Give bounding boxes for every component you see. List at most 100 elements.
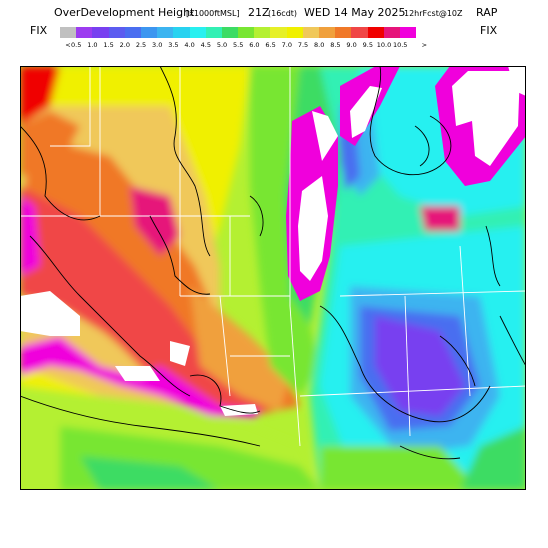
color-swatch-13 (270, 27, 287, 38)
scale-label-7: 3.5 (168, 41, 179, 49)
field-violet-east (375, 316, 465, 416)
scale-label-16: 8.0 (314, 41, 325, 49)
state-line-10 (339, 290, 526, 297)
field-high-nw (20, 66, 60, 126)
map-border (20, 66, 526, 490)
scale-label-5: 2.5 (135, 41, 147, 49)
chart-title: OverDevelopment Height [x1000ftMSL] 21Z … (0, 6, 548, 22)
scale-label-22: > (421, 41, 428, 49)
field-midgreen-se (460, 426, 526, 490)
contour-3 (149, 215, 211, 295)
scale-label-8: 4.0 (184, 41, 195, 49)
weather-map (20, 66, 526, 490)
color-scale-bar (60, 27, 417, 38)
color-swatch-16 (319, 27, 336, 38)
model-name: RAP (476, 6, 498, 19)
scale-label-19: 9.5 (362, 41, 373, 49)
scale-label-17: 8.5 (330, 41, 341, 49)
contour-6 (249, 195, 264, 237)
contour-7 (369, 66, 452, 176)
scale-label-2: 1.0 (87, 41, 98, 49)
contour-4 (29, 235, 191, 397)
contour-12 (399, 445, 461, 460)
scale-label-9: 4.5 (200, 41, 211, 49)
nodata-far-ne (508, 66, 526, 96)
contour-2 (159, 66, 211, 257)
fix-label-left: FIX (30, 24, 48, 37)
state-line-14 (50, 66, 91, 147)
color-swatch-14 (286, 27, 303, 38)
title-main: OverDevelopment Height (54, 6, 195, 19)
color-swatch-19 (367, 27, 384, 38)
color-swatch-1 (76, 27, 93, 38)
scale-label-20: 10.0 (376, 41, 392, 49)
nodata-sw-2 (170, 341, 190, 366)
color-swatch-21 (399, 27, 417, 38)
state-line-12 (459, 245, 471, 397)
contour-11 (20, 395, 261, 447)
field-green-se (320, 446, 480, 490)
state-line-9 (219, 295, 231, 397)
valid-date: WED 14 May 2025 (304, 6, 406, 19)
scale-label-18: 9.0 (346, 41, 357, 49)
color-swatch-4 (124, 27, 141, 38)
color-swatch-20 (383, 27, 400, 38)
color-swatch-3 (108, 27, 125, 38)
state-boundaries (20, 66, 526, 447)
contour-8 (414, 125, 430, 167)
nodata-sw-1 (20, 291, 80, 336)
color-swatch-7 (173, 27, 190, 38)
scale-label-6: 3.0 (152, 41, 163, 49)
state-line-7 (289, 305, 301, 447)
contour-lines (20, 66, 526, 460)
color-swatch-18 (351, 27, 368, 38)
valid-time: 21Z (248, 6, 270, 19)
color-swatch-0 (60, 27, 77, 38)
scale-label-0: < (65, 41, 71, 49)
color-swatch-10 (221, 27, 239, 38)
scale-label-12: 6.0 (249, 41, 260, 49)
contour-9 (319, 305, 491, 423)
fix-label-right: FIX (480, 24, 498, 37)
contour-5 (189, 374, 261, 414)
field-pink-w (130, 186, 180, 256)
color-swatch-8 (189, 27, 206, 38)
lake-michigan-north (312, 111, 338, 161)
scale-label-14: 7.0 (281, 41, 292, 49)
color-swatch-17 (335, 27, 352, 38)
scale-label-10: 5.0 (216, 41, 228, 49)
contour-10 (439, 335, 476, 387)
nodata-sw-3 (115, 366, 160, 381)
lake-superior (350, 86, 382, 138)
field-midgreen-south (80, 456, 220, 490)
scale-label-3: 1.5 (103, 41, 114, 49)
color-scale-labels: <0.5 1.0 1.5 2.0 2.5 3.0 3.5 4.0 4.5 5.0 5.5 6.0 6.5… (60, 41, 480, 51)
local-time: (16cdt) (268, 9, 298, 18)
contour-14 (499, 315, 526, 367)
scale-label-4: 2.0 (119, 41, 130, 49)
nodata-sw-4 (220, 404, 258, 416)
contour-13 (485, 225, 501, 287)
color-swatch-9 (205, 27, 222, 38)
title-units: [x1000ftMSL] (186, 9, 240, 18)
field-orange-nw (20, 111, 80, 176)
color-swatch-2 (92, 27, 109, 38)
field-pink-ne (420, 206, 460, 231)
scale-label-13: 6.5 (265, 41, 276, 49)
forecast-info: 12hrFcst@10Z (404, 9, 463, 18)
color-swatch-11 (238, 27, 255, 38)
color-swatch-5 (140, 27, 158, 38)
color-swatch-12 (254, 27, 271, 38)
contour-1 (20, 125, 101, 221)
lake-michigan (298, 176, 328, 281)
scale-label-1: 0.5 (71, 41, 82, 49)
field-lightorange-sw (190, 286, 290, 411)
color-swatch-6 (157, 27, 174, 38)
color-swatch-15 (302, 27, 319, 38)
lake-huron (452, 71, 520, 166)
state-line-11 (404, 295, 411, 437)
scale-label-15: 7.5 (297, 41, 309, 49)
state-line-13 (299, 385, 526, 397)
scale-label-11: 5.5 (233, 41, 244, 49)
scale-label-21: 10.5 (392, 41, 408, 49)
